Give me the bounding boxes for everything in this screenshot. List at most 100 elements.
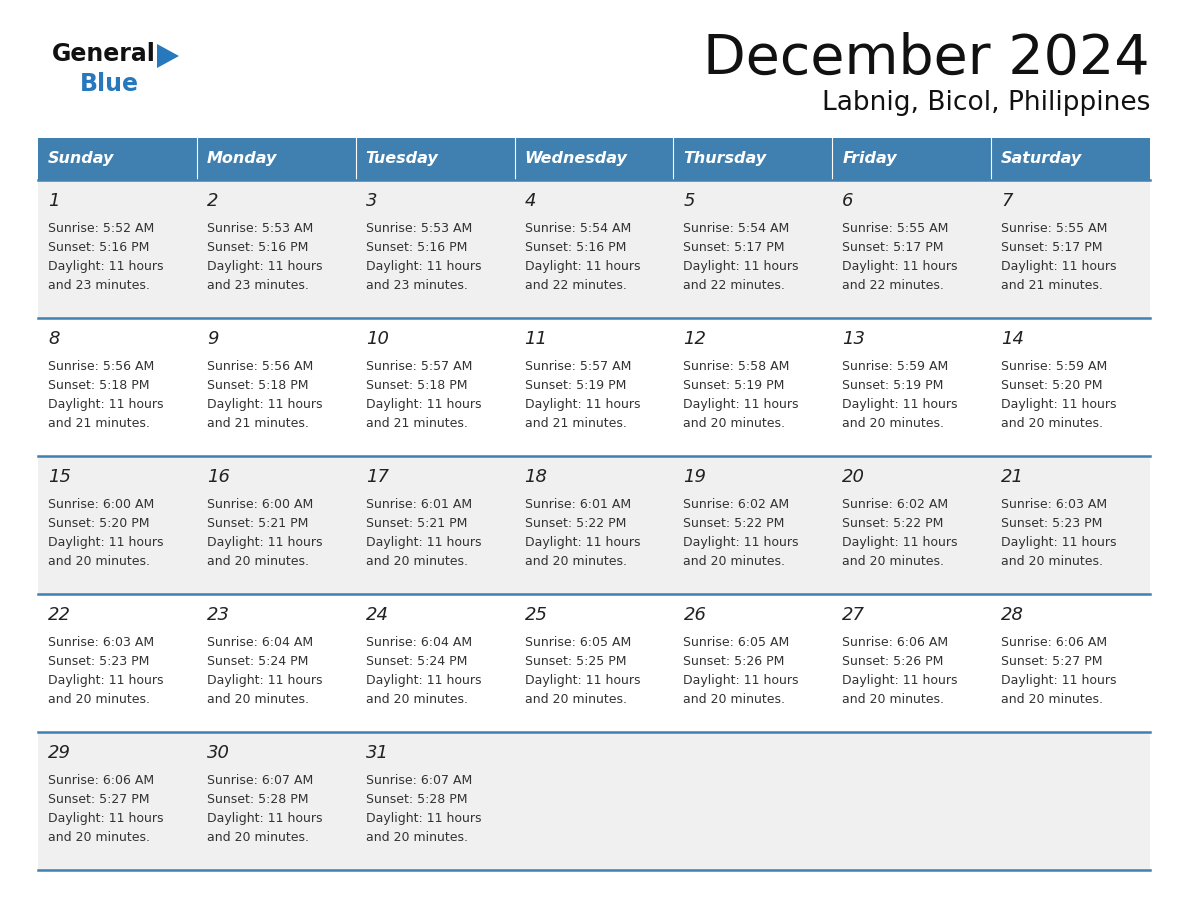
- Text: Sunrise: 6:07 AM: Sunrise: 6:07 AM: [207, 774, 314, 787]
- Text: Daylight: 11 hours: Daylight: 11 hours: [366, 536, 481, 549]
- Polygon shape: [157, 44, 179, 68]
- Text: and 21 minutes.: and 21 minutes.: [525, 417, 626, 430]
- Text: and 20 minutes.: and 20 minutes.: [1001, 693, 1104, 706]
- Text: Daylight: 11 hours: Daylight: 11 hours: [207, 260, 322, 273]
- Text: Daylight: 11 hours: Daylight: 11 hours: [366, 812, 481, 825]
- Text: and 21 minutes.: and 21 minutes.: [366, 417, 468, 430]
- Text: 20: 20: [842, 468, 865, 486]
- Text: and 20 minutes.: and 20 minutes.: [48, 555, 150, 568]
- Text: Daylight: 11 hours: Daylight: 11 hours: [1001, 260, 1117, 273]
- Text: Daylight: 11 hours: Daylight: 11 hours: [1001, 398, 1117, 411]
- Text: 10: 10: [366, 330, 388, 348]
- Text: 19: 19: [683, 468, 707, 486]
- Text: Sunrise: 5:54 AM: Sunrise: 5:54 AM: [683, 222, 790, 235]
- Text: Sunset: 5:26 PM: Sunset: 5:26 PM: [683, 655, 785, 668]
- Text: Sunset: 5:18 PM: Sunset: 5:18 PM: [48, 379, 150, 392]
- Text: Sunrise: 6:03 AM: Sunrise: 6:03 AM: [1001, 498, 1107, 511]
- Text: and 20 minutes.: and 20 minutes.: [207, 555, 309, 568]
- Text: December 2024: December 2024: [703, 32, 1150, 86]
- Bar: [38, 180, 1150, 318]
- Text: Sunset: 5:26 PM: Sunset: 5:26 PM: [842, 655, 943, 668]
- Text: Sunset: 5:21 PM: Sunset: 5:21 PM: [207, 517, 308, 530]
- Bar: [197, 138, 355, 180]
- Text: Sunday: Sunday: [48, 151, 114, 166]
- Text: Sunrise: 6:04 AM: Sunrise: 6:04 AM: [366, 636, 472, 649]
- Text: Sunset: 5:16 PM: Sunset: 5:16 PM: [366, 241, 467, 254]
- Bar: [38, 138, 197, 180]
- Text: Sunrise: 6:02 AM: Sunrise: 6:02 AM: [683, 498, 790, 511]
- Text: and 21 minutes.: and 21 minutes.: [48, 417, 150, 430]
- Text: 29: 29: [48, 744, 71, 762]
- Text: Labnig, Bicol, Philippines: Labnig, Bicol, Philippines: [822, 90, 1150, 116]
- Text: Blue: Blue: [80, 72, 139, 96]
- Text: and 20 minutes.: and 20 minutes.: [48, 693, 150, 706]
- Text: Tuesday: Tuesday: [366, 151, 438, 166]
- Text: Sunset: 5:27 PM: Sunset: 5:27 PM: [48, 793, 150, 806]
- Text: 3: 3: [366, 192, 378, 210]
- Text: Daylight: 11 hours: Daylight: 11 hours: [683, 260, 798, 273]
- Text: 13: 13: [842, 330, 865, 348]
- Text: 16: 16: [207, 468, 229, 486]
- Text: Sunrise: 6:06 AM: Sunrise: 6:06 AM: [1001, 636, 1107, 649]
- Text: Sunset: 5:27 PM: Sunset: 5:27 PM: [1001, 655, 1102, 668]
- Text: 14: 14: [1001, 330, 1024, 348]
- Text: Sunrise: 5:55 AM: Sunrise: 5:55 AM: [1001, 222, 1107, 235]
- Text: Daylight: 11 hours: Daylight: 11 hours: [207, 812, 322, 825]
- Text: Sunrise: 5:53 AM: Sunrise: 5:53 AM: [366, 222, 472, 235]
- Text: 22: 22: [48, 606, 71, 624]
- Text: 21: 21: [1001, 468, 1024, 486]
- Bar: [674, 138, 833, 180]
- Text: and 20 minutes.: and 20 minutes.: [207, 831, 309, 844]
- Text: Daylight: 11 hours: Daylight: 11 hours: [1001, 674, 1117, 687]
- Text: Daylight: 11 hours: Daylight: 11 hours: [842, 536, 958, 549]
- Text: 31: 31: [366, 744, 388, 762]
- Text: and 20 minutes.: and 20 minutes.: [683, 555, 785, 568]
- Text: Monday: Monday: [207, 151, 277, 166]
- Text: 2: 2: [207, 192, 219, 210]
- Text: 12: 12: [683, 330, 707, 348]
- Text: Daylight: 11 hours: Daylight: 11 hours: [525, 536, 640, 549]
- Text: Sunset: 5:17 PM: Sunset: 5:17 PM: [1001, 241, 1102, 254]
- Text: 8: 8: [48, 330, 59, 348]
- Text: and 20 minutes.: and 20 minutes.: [525, 555, 626, 568]
- Text: Sunrise: 5:57 AM: Sunrise: 5:57 AM: [366, 360, 472, 373]
- Text: Sunset: 5:22 PM: Sunset: 5:22 PM: [683, 517, 785, 530]
- Text: 24: 24: [366, 606, 388, 624]
- Text: Sunrise: 5:56 AM: Sunrise: 5:56 AM: [207, 360, 314, 373]
- Text: Daylight: 11 hours: Daylight: 11 hours: [683, 674, 798, 687]
- Text: and 22 minutes.: and 22 minutes.: [525, 279, 626, 292]
- Text: and 23 minutes.: and 23 minutes.: [366, 279, 468, 292]
- Text: Sunrise: 5:53 AM: Sunrise: 5:53 AM: [207, 222, 314, 235]
- Bar: [38, 456, 1150, 594]
- Text: Sunset: 5:16 PM: Sunset: 5:16 PM: [525, 241, 626, 254]
- Text: 7: 7: [1001, 192, 1012, 210]
- Text: Sunrise: 6:04 AM: Sunrise: 6:04 AM: [207, 636, 312, 649]
- Text: Sunrise: 6:00 AM: Sunrise: 6:00 AM: [48, 498, 154, 511]
- Text: and 20 minutes.: and 20 minutes.: [842, 417, 944, 430]
- Text: and 20 minutes.: and 20 minutes.: [1001, 555, 1104, 568]
- Text: and 20 minutes.: and 20 minutes.: [683, 693, 785, 706]
- Bar: [833, 138, 991, 180]
- Text: Sunrise: 5:55 AM: Sunrise: 5:55 AM: [842, 222, 949, 235]
- Text: Thursday: Thursday: [683, 151, 766, 166]
- Text: 27: 27: [842, 606, 865, 624]
- Text: Daylight: 11 hours: Daylight: 11 hours: [207, 536, 322, 549]
- Text: Sunrise: 6:05 AM: Sunrise: 6:05 AM: [525, 636, 631, 649]
- Text: and 21 minutes.: and 21 minutes.: [207, 417, 309, 430]
- Text: Daylight: 11 hours: Daylight: 11 hours: [525, 260, 640, 273]
- Text: and 21 minutes.: and 21 minutes.: [1001, 279, 1102, 292]
- Text: Sunrise: 5:59 AM: Sunrise: 5:59 AM: [1001, 360, 1107, 373]
- Text: Daylight: 11 hours: Daylight: 11 hours: [48, 260, 164, 273]
- Text: Sunrise: 6:06 AM: Sunrise: 6:06 AM: [842, 636, 948, 649]
- Text: Daylight: 11 hours: Daylight: 11 hours: [842, 260, 958, 273]
- Text: Wednesday: Wednesday: [525, 151, 627, 166]
- Text: Daylight: 11 hours: Daylight: 11 hours: [366, 398, 481, 411]
- Text: and 22 minutes.: and 22 minutes.: [683, 279, 785, 292]
- Text: Daylight: 11 hours: Daylight: 11 hours: [683, 398, 798, 411]
- Text: Daylight: 11 hours: Daylight: 11 hours: [48, 812, 164, 825]
- Text: Sunset: 5:19 PM: Sunset: 5:19 PM: [525, 379, 626, 392]
- Text: General: General: [52, 42, 156, 66]
- Text: and 20 minutes.: and 20 minutes.: [48, 831, 150, 844]
- Text: Sunrise: 6:06 AM: Sunrise: 6:06 AM: [48, 774, 154, 787]
- Text: Sunset: 5:16 PM: Sunset: 5:16 PM: [48, 241, 150, 254]
